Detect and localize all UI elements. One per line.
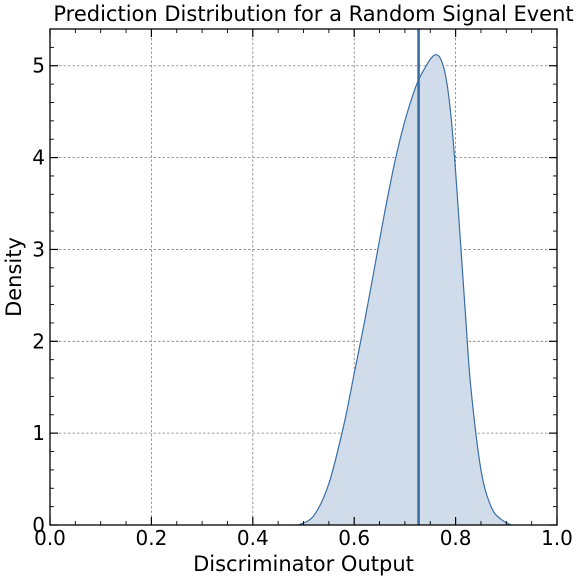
y-axis-label: Density bbox=[2, 237, 26, 317]
y-tick-label: 2 bbox=[32, 329, 45, 353]
x-tick-label: 0.6 bbox=[338, 526, 370, 550]
y-tick-label: 0 bbox=[32, 513, 45, 537]
labels: 0.0 0.2 0.4 0.6 0.8 1.0 0 1 2 3 4 5 bbox=[32, 54, 573, 550]
density-curve bbox=[298, 54, 512, 526]
y-tick-label: 3 bbox=[32, 237, 45, 261]
x-axis-label: Discriminator Output bbox=[193, 552, 414, 576]
x-tick-label: 1.0 bbox=[541, 526, 573, 550]
chart-title: Prediction Distribution for a Random Sig… bbox=[53, 2, 573, 26]
y-tick-label: 5 bbox=[32, 54, 45, 78]
y-tick-label: 1 bbox=[32, 421, 45, 445]
y-tick-label: 4 bbox=[32, 146, 45, 170]
ticks bbox=[49, 28, 558, 526]
plot-frame bbox=[49, 28, 558, 526]
density-area-fill bbox=[298, 54, 512, 525]
x-tick-label: 0.0 bbox=[34, 526, 66, 550]
x-tick-label: 0.2 bbox=[135, 526, 167, 550]
data-layer bbox=[298, 29, 512, 526]
grid bbox=[50, 29, 557, 525]
x-tick-label: 0.8 bbox=[440, 526, 472, 550]
x-tick-label: 0.4 bbox=[237, 526, 269, 550]
